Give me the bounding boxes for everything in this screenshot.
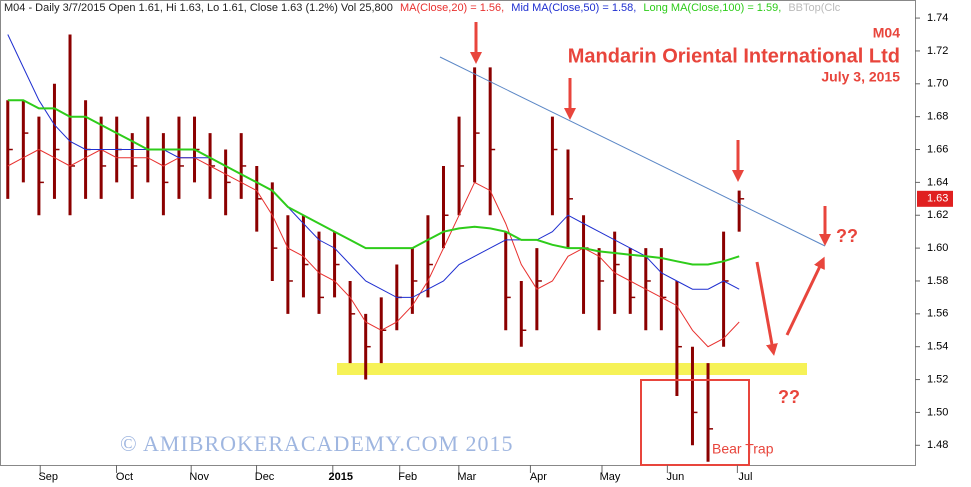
annotation: ??	[778, 387, 800, 407]
y-tick-label: 1.50	[927, 406, 948, 418]
price-tag-label: 1.63	[927, 193, 948, 205]
x-tick-label: Sep	[38, 471, 58, 483]
chart-title: Mandarin Oriental International Ltd	[568, 45, 900, 67]
x-tick-label: Dec	[255, 471, 275, 483]
legend-entry: MA(Close,20) = 1.56,	[400, 2, 504, 14]
legend-entry: Mid MA(Close,50) = 1.58,	[511, 2, 636, 14]
y-tick-label: 1.74	[927, 12, 948, 24]
x-tick-label: Feb	[398, 471, 417, 483]
support-band	[337, 363, 807, 375]
ma-line	[7, 148, 740, 348]
x-tick-label: Nov	[189, 471, 209, 483]
x-tick-label: May	[600, 471, 621, 483]
marks	[6, 34, 745, 462]
ma-line	[7, 99, 740, 266]
y-tick-label: 1.48	[927, 439, 948, 451]
y-tick-label: 1.70	[927, 78, 948, 90]
watermark: © AMIBROKERACADEMY.COM 2015	[120, 431, 514, 456]
annotation: Bear Trap	[712, 441, 774, 457]
y-tick-label: 1.64	[927, 176, 948, 188]
y-tick-label: 1.66	[927, 143, 948, 155]
y-tick-label: 1.54	[927, 341, 948, 353]
x-tick-label: Mar	[457, 471, 476, 483]
y-tick-label: 1.56	[927, 308, 948, 320]
plot-frame	[0, 0, 916, 466]
x-tick-label: Jul	[738, 471, 752, 483]
header-info: M04 - Daily 3/7/2015 Open 1.61, Hi 1.63,…	[4, 2, 393, 14]
x-tick-label: Oct	[116, 471, 133, 483]
ma-line	[7, 34, 740, 298]
chart-subtitle: July 3, 2015	[821, 69, 900, 85]
x-tick-label: Apr	[530, 471, 547, 483]
y-tick-label: 1.62	[927, 209, 948, 221]
y-tick-label: 1.68	[927, 111, 948, 123]
resistance-line	[439, 56, 826, 247]
arrows	[470, 22, 831, 356]
legend-entry: Long MA(Close,100) = 1.59,	[643, 2, 781, 14]
x-tick-label: Jun	[666, 471, 684, 483]
price-tag	[917, 190, 953, 207]
y-tick-label: 1.72	[927, 45, 948, 57]
y-tick-label: 1.60	[927, 242, 948, 254]
bear-trap-box	[640, 379, 750, 466]
y-tick-label: 1.58	[927, 275, 948, 287]
annotation: ??	[836, 226, 858, 246]
header: M04 - Daily 3/7/2015 Open 1.61, Hi 1.63,…	[4, 2, 841, 14]
y-tick-label: 1.52	[927, 373, 948, 385]
x-tick-label: 2015	[329, 471, 353, 483]
header-bb: BBTop(Clc	[788, 2, 840, 14]
symbol: M04	[873, 25, 900, 41]
